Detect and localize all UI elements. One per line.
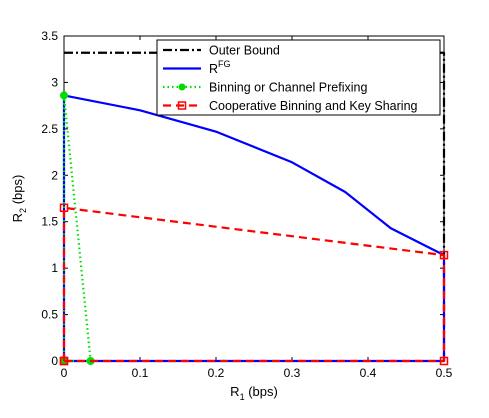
series-marker — [59, 203, 69, 213]
y-tick-label: 3.5 — [41, 29, 58, 43]
x-tick-label: 0 — [61, 366, 68, 380]
series-marker — [60, 91, 68, 100]
series-marker — [439, 356, 449, 366]
y-tick-label: 3 — [51, 75, 58, 89]
legend-marker — [177, 101, 187, 110]
x-tick-label: 0.2 — [208, 366, 225, 380]
legend-label: Cooperative Binning and Key Sharing — [209, 99, 418, 113]
y-tick-label: 0 — [51, 354, 58, 368]
legend-label: Binning or Channel Prefixing — [209, 81, 367, 95]
legend-label: Outer Bound — [209, 44, 280, 58]
x-tick-label: 0.5 — [436, 366, 453, 380]
y-tick-label: 2.5 — [41, 122, 58, 136]
series-marker — [439, 250, 449, 260]
series-line — [62, 94, 92, 363]
series-line — [62, 206, 446, 363]
x-axis-title-subscript: 1 — [240, 392, 245, 402]
series-line — [62, 94, 446, 363]
y-tick-label: 1 — [51, 261, 58, 275]
y-tick-label: 1.5 — [41, 215, 58, 229]
x-tick-label: 0.4 — [360, 366, 377, 380]
x-tick-label: 0.3 — [284, 366, 301, 380]
legend-label-superscript: FG — [218, 59, 231, 69]
y-tick-label: 2 — [51, 168, 58, 182]
legend-box — [156, 39, 441, 116]
x-axis-title: R1 (bps) — [230, 384, 278, 402]
legend-marker — [178, 83, 186, 91]
x-tick-label: 0.1 — [132, 366, 149, 380]
y-axis-title: R2 (bps) — [10, 175, 28, 223]
x-axis-title-unit: (bps) — [245, 384, 278, 399]
y-axis-title-unit: (bps) — [10, 175, 25, 208]
y-tick-label: 0.5 — [41, 308, 58, 322]
y-axis-title-subscript: 2 — [18, 208, 28, 213]
series-marker — [59, 356, 69, 366]
